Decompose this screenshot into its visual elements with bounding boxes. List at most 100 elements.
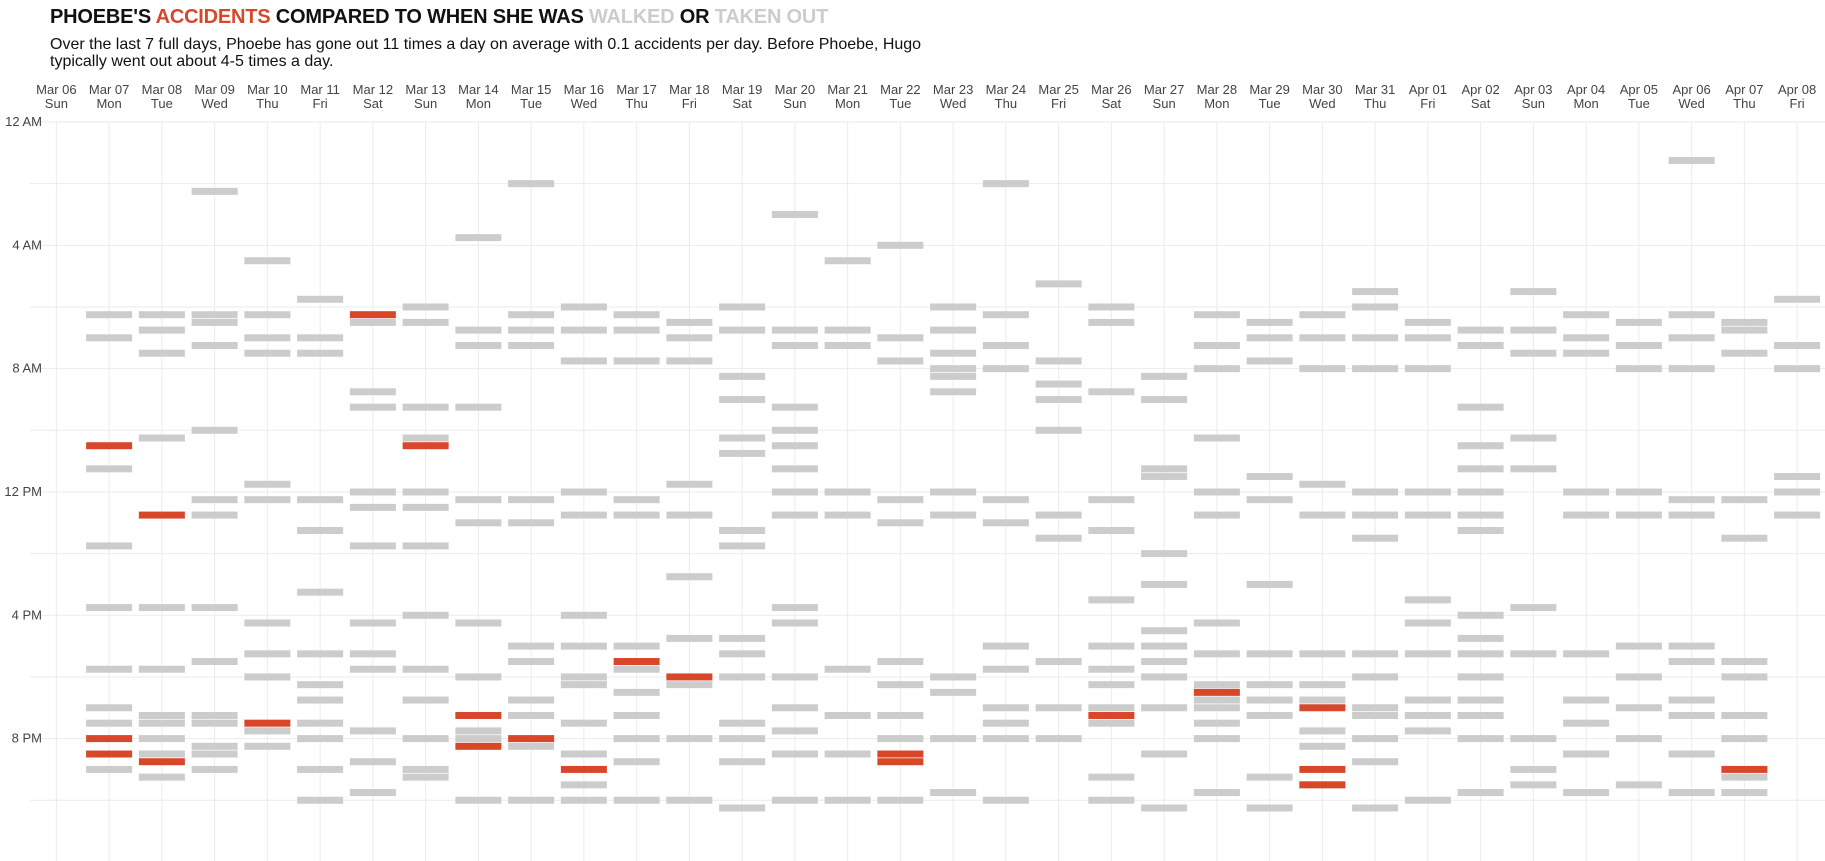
title-part: WALKED xyxy=(588,6,675,28)
outing-mark xyxy=(771,403,818,411)
outing-mark xyxy=(930,688,977,696)
outing-mark xyxy=(1615,735,1662,743)
outing-mark xyxy=(613,758,660,766)
y-tick-label: 12 AM xyxy=(5,114,42,129)
outing-mark xyxy=(1721,349,1768,357)
outing-mark xyxy=(560,357,607,365)
outing-mark xyxy=(1615,365,1662,373)
x-tick-date: Mar 26 xyxy=(1091,82,1131,97)
outing-mark xyxy=(982,365,1029,373)
outing-mark xyxy=(1563,349,1610,357)
outing-mark xyxy=(1088,704,1135,712)
x-tick-weekday: Wed xyxy=(571,96,598,111)
accident-mark xyxy=(1193,688,1240,696)
outing-mark xyxy=(349,758,396,766)
outing-mark xyxy=(771,511,818,519)
outing-mark xyxy=(771,604,818,612)
outing-mark xyxy=(719,650,766,658)
x-tick-weekday: Sat xyxy=(1471,96,1491,111)
outing-mark xyxy=(1035,280,1082,288)
outing-mark xyxy=(1457,526,1504,534)
outing-mark xyxy=(1404,365,1451,373)
outing-mark xyxy=(613,511,660,519)
x-tick-date: Mar 15 xyxy=(511,82,551,97)
x-tick-date: Mar 22 xyxy=(880,82,920,97)
outing-mark xyxy=(666,634,713,642)
outing-mark xyxy=(455,403,502,411)
outing-mark xyxy=(982,519,1029,527)
outing-mark xyxy=(1193,511,1240,519)
x-tick-date: Mar 10 xyxy=(247,82,287,97)
outing-mark xyxy=(297,526,344,534)
x-tick-weekday: Sun xyxy=(783,96,806,111)
outing-mark xyxy=(402,773,449,781)
outing-mark xyxy=(1299,681,1346,689)
outing-mark xyxy=(719,804,766,812)
outing-mark xyxy=(138,773,185,781)
accident-mark xyxy=(560,765,607,773)
y-tick-label: 8 AM xyxy=(12,361,42,376)
outing-mark xyxy=(1457,342,1504,350)
x-tick-date: Mar 23 xyxy=(933,82,973,97)
x-tick-weekday: Fri xyxy=(313,96,328,111)
outing-mark xyxy=(138,665,185,673)
outing-mark xyxy=(138,735,185,743)
outing-mark xyxy=(1352,534,1399,542)
outing-mark xyxy=(402,665,449,673)
outing-mark xyxy=(508,180,555,188)
outing-mark xyxy=(297,650,344,658)
outing-mark xyxy=(349,650,396,658)
outing-mark xyxy=(1035,658,1082,666)
outing-mark xyxy=(930,365,977,373)
outing-mark xyxy=(191,604,238,612)
outing-mark xyxy=(1721,326,1768,334)
outing-mark xyxy=(1246,357,1293,365)
outing-mark xyxy=(138,719,185,727)
outing-mark xyxy=(1404,650,1451,658)
outing-mark xyxy=(719,303,766,311)
outing-mark xyxy=(1774,295,1821,303)
outing-mark xyxy=(1088,719,1135,727)
outing-mark xyxy=(930,372,977,380)
x-tick-weekday: Tue xyxy=(520,96,542,111)
x-tick-weekday: Fri xyxy=(1790,96,1805,111)
outing-mark xyxy=(1035,426,1082,434)
accident-mark xyxy=(138,758,185,766)
outing-mark xyxy=(771,326,818,334)
outing-mark xyxy=(1088,681,1135,689)
outing-mark xyxy=(1721,496,1768,504)
outing-mark xyxy=(508,696,555,704)
outing-mark xyxy=(877,334,924,342)
x-tick-weekday: Thu xyxy=(256,96,278,111)
outing-mark xyxy=(297,696,344,704)
x-tick-date: Mar 17 xyxy=(616,82,656,97)
outing-mark xyxy=(86,704,133,712)
outing-mark xyxy=(824,488,871,496)
outing-mark xyxy=(824,342,871,350)
outing-mark xyxy=(1246,804,1293,812)
accident-mark xyxy=(1088,711,1135,719)
x-tick-weekday: Fri xyxy=(1420,96,1435,111)
outing-mark xyxy=(771,727,818,735)
outing-mark xyxy=(824,511,871,519)
outing-mark xyxy=(1246,580,1293,588)
outing-mark xyxy=(930,388,977,396)
outing-mark xyxy=(771,465,818,473)
outing-mark xyxy=(719,634,766,642)
outing-mark xyxy=(613,711,660,719)
outing-mark xyxy=(613,642,660,650)
outing-mark xyxy=(402,611,449,619)
outing-mark xyxy=(824,750,871,758)
outing-mark xyxy=(402,542,449,550)
outing-mark xyxy=(1141,627,1188,635)
outing-mark xyxy=(719,434,766,442)
outing-mark xyxy=(1668,696,1715,704)
x-tick-weekday: Fri xyxy=(1051,96,1066,111)
x-tick-date: Mar 24 xyxy=(986,82,1026,97)
outing-mark xyxy=(824,326,871,334)
accident-mark xyxy=(244,719,291,727)
outing-mark xyxy=(508,742,555,750)
outing-mark xyxy=(824,665,871,673)
outing-mark xyxy=(1615,511,1662,519)
outing-mark xyxy=(1721,534,1768,542)
